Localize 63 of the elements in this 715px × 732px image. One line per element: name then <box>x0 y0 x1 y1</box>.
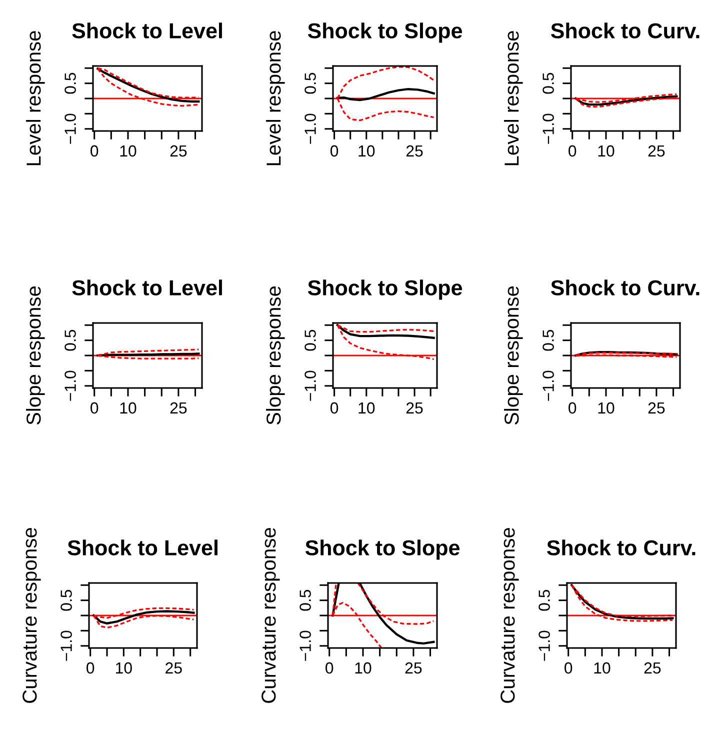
y-tick-label: −1.0 <box>60 630 72 661</box>
x-tick-label: 25 <box>648 145 665 157</box>
y-tick-label: −1.0 <box>64 370 76 401</box>
y-tick-label: −1.0 <box>542 114 554 144</box>
x-tick-label: 0 <box>90 402 98 414</box>
y-tick-label: −1.0 <box>304 370 316 401</box>
y-tick-label: 0.5 <box>304 330 316 351</box>
x-tick-label: 0 <box>330 145 338 157</box>
y-tick-label: 0.5 <box>304 72 316 94</box>
x-tick-label: 25 <box>170 402 187 414</box>
y-axis-title: Slope response <box>26 286 45 425</box>
x-tick-label: 10 <box>358 402 375 414</box>
x-tick-label: 0 <box>330 402 338 414</box>
y-tick-label: 0.5 <box>60 590 72 611</box>
y-axis-title: Curvature response <box>500 528 519 703</box>
x-tick-label: 0 <box>568 402 576 414</box>
x-tick-label: 10 <box>116 662 132 674</box>
y-tick-label: 0.5 <box>542 72 554 94</box>
chart-title: Shock to Curv. <box>550 280 700 296</box>
y-axis-title: Slope response <box>266 286 285 425</box>
y-axis-title: Curvature response <box>262 528 280 703</box>
x-tick-label: 25 <box>648 402 665 414</box>
chart-title: Shock to Level <box>72 22 222 38</box>
y-axis-title: Level response <box>504 31 523 166</box>
y-axis-title: Curvature response <box>22 528 41 703</box>
y-tick-label: −1.0 <box>300 630 311 661</box>
x-tick-label: 25 <box>644 662 661 674</box>
chart-title: Shock to Slope <box>308 280 462 300</box>
x-tick-label: 25 <box>406 145 423 157</box>
x-tick-label: 0 <box>564 662 572 674</box>
x-tick-label: 10 <box>598 145 614 157</box>
x-tick-label: 0 <box>90 145 98 157</box>
y-tick-label: −1.0 <box>542 370 554 401</box>
x-tick-label: 10 <box>355 662 372 674</box>
x-tick-label: 10 <box>594 662 610 674</box>
chart-title: Shock to Slope <box>305 540 460 560</box>
y-tick-label: 0.5 <box>64 330 76 351</box>
x-tick-label: 10 <box>120 402 136 414</box>
x-tick-label: 10 <box>598 402 614 414</box>
x-tick-label: 0 <box>86 662 94 674</box>
chart-title: Shock to Curv. <box>550 22 700 38</box>
y-tick-label: 0.5 <box>542 330 554 351</box>
x-tick-label: 10 <box>120 145 136 157</box>
x-tick-label: 25 <box>405 662 422 674</box>
y-axis-title: Slope response <box>504 286 523 425</box>
y-tick-label: 0.5 <box>64 72 76 94</box>
y-tick-label: −1.0 <box>538 630 550 661</box>
x-tick-label: 25 <box>406 402 423 414</box>
y-tick-label: 0.5 <box>300 590 311 611</box>
x-tick-label: 25 <box>170 145 187 157</box>
x-tick-label: 25 <box>166 662 182 674</box>
chart-title: Shock to Curv. <box>546 540 696 556</box>
y-tick-label: −1.0 <box>64 114 76 144</box>
chart-title: Shock to Level <box>72 280 222 296</box>
chart-title: Shock to Level <box>68 540 218 556</box>
y-tick-label: −1.0 <box>304 114 316 144</box>
y-tick-label: 0.5 <box>538 590 550 611</box>
chart-title: Shock to Slope <box>308 22 462 43</box>
y-axis-title: Level response <box>266 31 285 166</box>
x-tick-label: 0 <box>326 662 334 674</box>
y-axis-title: Level response <box>26 31 45 166</box>
x-tick-label: 0 <box>568 145 576 157</box>
x-tick-label: 10 <box>358 145 375 157</box>
